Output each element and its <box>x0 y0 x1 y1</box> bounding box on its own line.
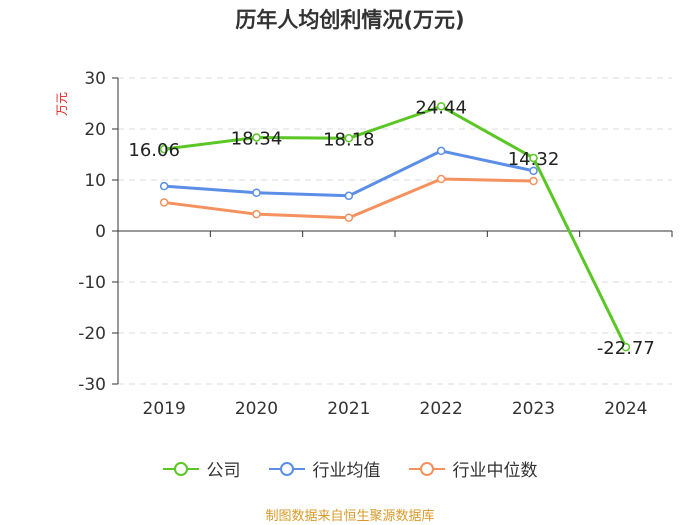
legend-item-industry-median[interactable]: 行业中位数 <box>408 456 538 481</box>
data-point <box>436 146 446 156</box>
legend-label-company: 公司 <box>206 461 241 481</box>
data-point <box>159 198 169 207</box>
y-tick-label: -10 <box>78 273 106 293</box>
legend-item-company[interactable]: 公司 <box>162 456 241 481</box>
data-label: 16.06 <box>128 140 180 161</box>
x-tick-label: 2021 <box>327 399 370 419</box>
legend-label-industry-median: 行业中位数 <box>452 461 538 481</box>
chart-title: 历年人均创利情况(万元) <box>235 8 465 32</box>
chart-legend: 公司 行业均值 行业中位数 <box>0 456 700 481</box>
x-tick-label: 2020 <box>235 399 278 419</box>
y-tick-label: 0 <box>95 222 106 242</box>
series-line-0 <box>163 104 628 348</box>
x-tick-label: 2023 <box>512 399 555 419</box>
data-point <box>252 188 261 197</box>
legend-label-industry-mean: 行业均值 <box>312 461 381 481</box>
data-label: -22.77 <box>597 338 655 359</box>
data-point <box>252 133 261 142</box>
data-label: 18.34 <box>231 128 283 149</box>
series-line-1 <box>164 149 534 198</box>
data-point <box>344 191 354 201</box>
x-tick-label: 2019 <box>143 399 186 419</box>
legend-swatch-industry-mean <box>268 461 305 476</box>
y-tick-label: 10 <box>84 171 106 191</box>
data-point <box>436 174 446 184</box>
data-point <box>159 181 169 191</box>
y-tick-label: 20 <box>84 120 106 140</box>
y-tick-label: 30 <box>84 69 106 89</box>
line-chart: 30 20 10 0 -10 -20 -30 2019 2020 2021 2022 2023 2024… <box>55 69 673 419</box>
data-point <box>344 134 354 143</box>
data-label: 14.32 <box>508 149 560 170</box>
x-tick-label: 2024 <box>604 399 647 419</box>
y-tick-label: -20 <box>78 324 106 344</box>
data-point <box>621 342 631 352</box>
y-tick-label: -30 <box>78 375 106 395</box>
data-point <box>252 209 261 219</box>
x-tick-label: 2022 <box>420 399 463 419</box>
legend-swatch-company <box>162 461 199 476</box>
data-point <box>529 176 538 186</box>
y-axis-label: 万元 <box>55 92 69 116</box>
legend-item-industry-mean[interactable]: 行业均值 <box>268 456 381 481</box>
data-point <box>344 213 354 222</box>
data-label: 24.44 <box>415 97 467 118</box>
data-point <box>159 144 169 154</box>
source-note: 制图数据来自恒生聚源数据库 <box>265 509 435 524</box>
data-point <box>436 102 446 111</box>
legend-swatch-industry-median <box>408 461 445 476</box>
data-label: 18.18 <box>323 129 375 150</box>
data-point <box>529 153 538 163</box>
data-point <box>529 166 538 176</box>
